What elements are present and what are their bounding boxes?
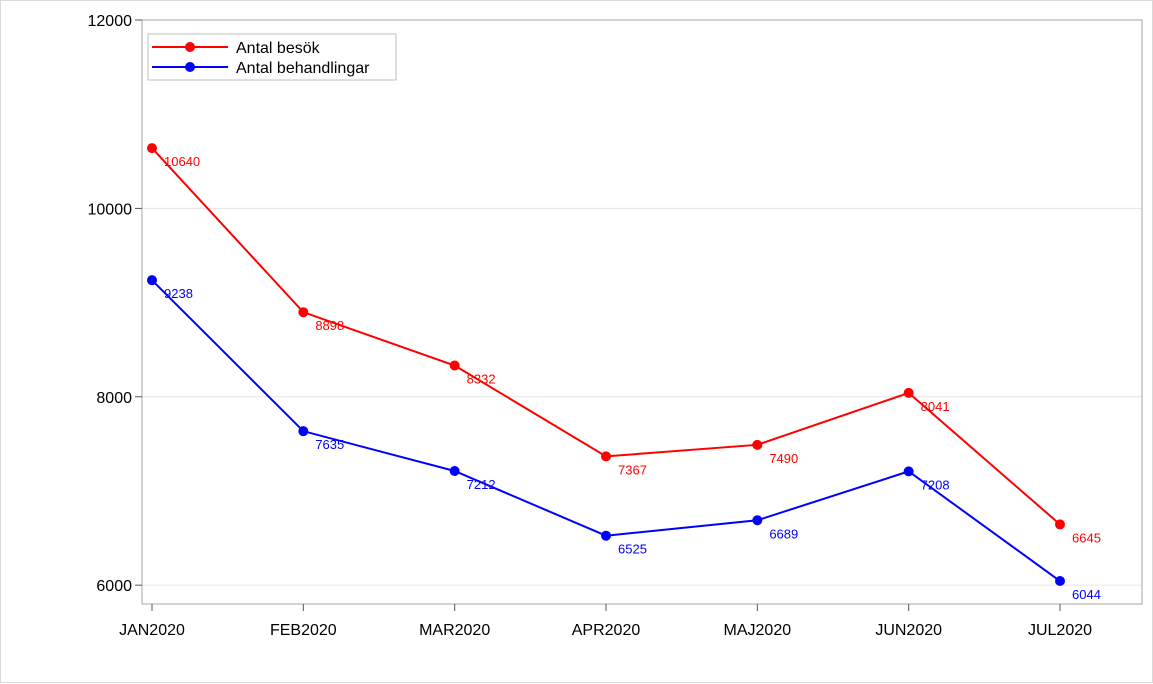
data-label: 7367 [618, 462, 647, 477]
data-point [1055, 519, 1065, 530]
data-point [752, 439, 763, 450]
data-label: 8041 [921, 399, 950, 414]
data-point [298, 426, 309, 437]
data-point [601, 530, 611, 541]
x-tick-label: JAN2020 [119, 622, 185, 639]
grid-lines [142, 19, 1142, 586]
axes: 6000 8000 10000 12000 JAN2020 FEB2020 MAR2020 A… [88, 13, 1093, 639]
data-label: 8332 [467, 372, 496, 387]
data-label: 7490 [769, 451, 798, 466]
data-label: 6525 [618, 542, 647, 557]
series-line [151, 147, 1061, 526]
data-point [1055, 576, 1065, 587]
x-tick-label: FEB2020 [270, 622, 337, 639]
x-tick-label: MAJ2020 [724, 622, 792, 639]
plot-area [141, 19, 1143, 605]
x-tick-label: APR2020 [572, 622, 641, 639]
data-point [449, 360, 460, 371]
data-label: 6044 [1072, 587, 1101, 602]
data-label: 7212 [467, 477, 496, 492]
data-label: 6645 [1072, 530, 1101, 545]
legend-label: Antal behandlingar [236, 60, 370, 77]
data-point [752, 515, 763, 526]
x-tick-label: JUL2020 [1028, 622, 1092, 639]
legend-item: Antal besök [152, 40, 321, 57]
legend-item: Antal behandlingar [152, 60, 370, 77]
series-2: 9238 7635 7212 6525 6689 7208 6044 [147, 275, 1101, 602]
series-group: 10640 8898 8332 7367 7490 8041 6645 9238 7635 721… [147, 143, 1101, 602]
data-point [298, 307, 309, 318]
legend-marker [185, 42, 195, 52]
x-tick-label: JUN2020 [875, 622, 942, 639]
data-point [903, 466, 914, 477]
data-label: 10640 [164, 154, 200, 169]
y-tick-label: 12000 [88, 13, 133, 30]
y-tick-label: 8000 [96, 390, 132, 407]
series-1: 10640 8898 8332 7367 7490 8041 6645 [147, 143, 1101, 545]
legend-label: Antal besök [236, 40, 321, 57]
data-point [903, 387, 914, 398]
data-point [601, 451, 611, 462]
legend-marker [185, 62, 195, 72]
data-label: 7208 [921, 477, 950, 492]
y-tick-label: 6000 [96, 578, 132, 595]
legend-box [147, 33, 397, 81]
legend: Antal besök Antal behandlingar [147, 33, 397, 81]
x-tick-label: MAR2020 [419, 622, 490, 639]
data-label: 7635 [315, 437, 344, 452]
data-point [147, 275, 157, 286]
data-label: 6689 [769, 526, 798, 541]
data-point [449, 465, 460, 476]
data-label: 8898 [315, 318, 344, 333]
data-label: 9238 [164, 286, 193, 301]
y-tick-label: 10000 [88, 201, 133, 218]
data-point [147, 143, 157, 154]
